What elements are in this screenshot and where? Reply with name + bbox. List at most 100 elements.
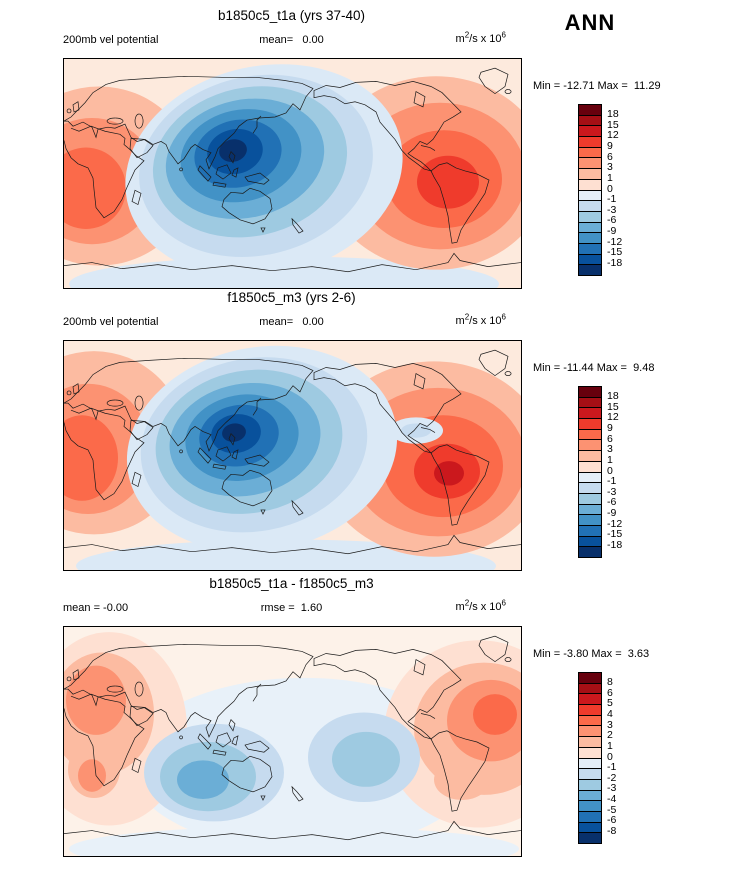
colorbar-tick-label: -6 — [607, 214, 617, 227]
colorbar-box — [579, 265, 601, 275]
colorbar-box — [579, 683, 601, 695]
panel-title: f1850c5_m3 (yrs 2-6) — [227, 290, 356, 305]
colorbar-tick-label: -12 — [607, 517, 623, 530]
colorbar-box — [579, 115, 601, 127]
panel-title: b1850c5_t1a - f1850c5_m3 — [209, 576, 374, 591]
colorbar-box — [579, 694, 601, 706]
colorbar-tick-label: -4 — [607, 793, 617, 805]
units-exponent: 6 — [501, 312, 506, 322]
contour-map — [63, 340, 522, 571]
colorbar-tick-label: -2 — [607, 771, 617, 784]
colorbar-tick-label: 6 — [607, 432, 613, 445]
colorbar: 8 6 5 4 3 2 1 0 -1 -2 -3 -4 -5 -6 -8 — [578, 672, 658, 844]
colorbar-tick-label: 5 — [607, 697, 613, 710]
units-exponent: 2 — [464, 598, 470, 608]
colorbar-tick-label: -15 — [607, 528, 623, 541]
colorbar-tick-label: -3 — [607, 782, 617, 795]
colorbar-box — [579, 429, 601, 441]
colorbar-tick-label: -3 — [607, 485, 617, 498]
colorbar-box — [579, 137, 601, 148]
colorbar-tick-label: -18 — [607, 256, 623, 269]
colorbar-box — [579, 397, 601, 409]
colorbar-tick-label: 6 — [607, 150, 613, 163]
colorbar-tick-label: -8 — [607, 824, 617, 837]
colorbar: 18 15 12 9 6 3 1 0 -1 -3 -6 -9 -12 -15 -18 — [578, 104, 658, 276]
colorbar-tick-label: 1 — [607, 453, 613, 466]
colorbar-tick-label: -3 — [607, 203, 617, 216]
colorbar-tick-label: 18 — [607, 108, 619, 121]
contour-map — [63, 58, 522, 289]
colorbar-box — [579, 461, 601, 473]
panel-annotations: 200mb vel potential mean= 0.00 m2/s x 10… — [63, 30, 520, 50]
minmax-label: Min = -11.44 Max = 9.48 — [533, 362, 655, 374]
units-label: m2/s x 106 — [456, 312, 506, 327]
variable-label: 200mb vel potential — [63, 34, 159, 46]
colorbar-tick-label: 6 — [607, 686, 613, 699]
colorbar-box — [579, 179, 601, 191]
contour-map-svg — [64, 59, 521, 288]
colorbar-box — [579, 726, 601, 738]
colorbar-tick-label: -6 — [607, 814, 617, 827]
colorbar-box — [579, 515, 601, 526]
colorbar-tick-label: 12 — [607, 129, 619, 142]
colorbar-tick-label: -12 — [607, 235, 623, 248]
units-exponent: 6 — [501, 30, 506, 40]
colorbar-tick-label: 15 — [607, 400, 619, 413]
colorbar-tick-label: 1 — [607, 739, 613, 752]
colorbar: 18 15 12 9 6 3 1 0 -1 -3 -6 -9 -12 -15 -18 — [578, 386, 658, 558]
units-exponent: 2 — [464, 30, 470, 40]
colorbar-tick-label: -15 — [607, 246, 623, 259]
colorbar-box — [579, 419, 601, 430]
colorbar-boxes — [578, 672, 602, 844]
mean-label: mean= 0.00 — [259, 316, 324, 328]
colorbar-tick-label: 0 — [607, 750, 613, 763]
colorbar-tick-label: 4 — [607, 708, 613, 720]
colorbar-box — [579, 105, 601, 116]
colorbar-box — [579, 547, 601, 557]
colorbar-tick-label: 9 — [607, 140, 613, 152]
units-mid: /s x 10 — [469, 33, 502, 45]
colorbar-box — [579, 254, 601, 266]
colorbar-box — [579, 233, 601, 244]
units-base: m — [455, 33, 465, 45]
colorbar-box — [579, 158, 601, 170]
mean-label: mean= 0.00 — [259, 34, 324, 46]
colorbar-box — [579, 790, 601, 802]
units-mid: /s x 10 — [469, 315, 502, 327]
panel-annotations: mean = -0.00 rmse = 1.60 m2/s x 106 — [63, 598, 520, 618]
colorbar-box — [579, 472, 601, 484]
colorbar-tick-label: -9 — [607, 507, 617, 519]
colorbar-box — [579, 451, 601, 462]
units-exponent: 6 — [501, 598, 506, 608]
colorbar-tick-label: 2 — [607, 729, 613, 742]
minmax-label: Min = -12.71 Max = 11.29 — [533, 80, 661, 92]
colorbar-tick-label: 9 — [607, 422, 613, 434]
colorbar-box — [579, 483, 601, 494]
colorbar-tick-label: -5 — [607, 803, 617, 816]
colorbar-tick-label: 18 — [607, 390, 619, 403]
colorbar-box — [579, 147, 601, 159]
colorbar-box — [579, 169, 601, 180]
colorbar-boxes — [578, 104, 602, 276]
colorbar-tick-label: -9 — [607, 225, 617, 237]
rmse-label: rmse = 1.60 — [260, 602, 323, 614]
colorbar-box — [579, 408, 601, 420]
units-label: m2/s x 106 — [456, 598, 506, 613]
colorbar-tick-label: 15 — [607, 118, 619, 131]
colorbar-tick-label: 3 — [607, 161, 613, 174]
units-label: m2/s x 106 — [455, 30, 506, 45]
variable-label: 200mb vel potential — [63, 316, 159, 328]
contour-map-svg — [64, 627, 521, 856]
colorbar-box — [579, 811, 601, 823]
colorbar-tick-label: 0 — [607, 464, 613, 477]
colorbar-box — [579, 493, 601, 505]
colorbar-box — [579, 822, 601, 834]
colorbar-tick-label: -1 — [607, 193, 617, 206]
colorbar-box — [579, 440, 601, 452]
colorbar-box — [579, 201, 601, 212]
colorbar-box — [579, 801, 601, 812]
colorbar-box — [579, 705, 601, 716]
colorbar-tick-label: -1 — [607, 761, 617, 774]
season-label: ANN — [564, 10, 616, 35]
colorbar-box — [579, 833, 601, 843]
